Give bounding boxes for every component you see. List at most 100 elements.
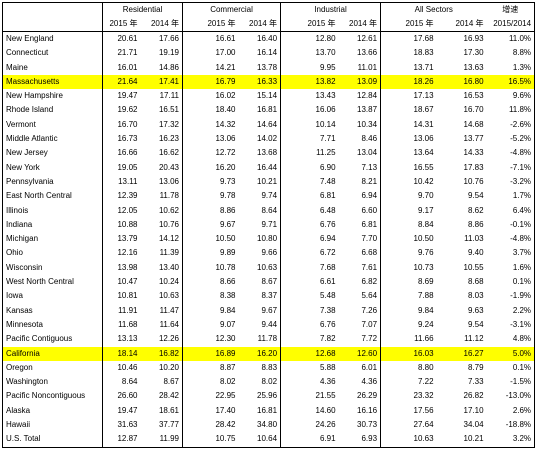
cell: 13.77 bbox=[463, 134, 484, 144]
cell: -0.1% bbox=[510, 219, 532, 229]
table-row: Pennsylvania 13.11 13.06 9.73 10.21 7.48 8.21 1… bbox=[3, 174, 535, 190]
cell: 10.24 bbox=[158, 277, 180, 287]
cell: 8.86 bbox=[182, 203, 239, 218]
cell: 16.16 bbox=[357, 405, 378, 415]
cell: 13.87 bbox=[357, 105, 378, 115]
cell: 7.68 bbox=[280, 260, 339, 276]
cell: 16.02 bbox=[182, 89, 239, 104]
row-label: Kansas bbox=[6, 305, 33, 315]
cell: 37.77 bbox=[158, 420, 180, 430]
cell: 18.67 bbox=[380, 103, 437, 118]
row-label: California bbox=[6, 348, 40, 358]
cell: 12.80 bbox=[280, 31, 339, 47]
cell: 17.11 bbox=[159, 91, 180, 101]
cell: 6.91 bbox=[280, 432, 339, 448]
cell: 8.79 bbox=[467, 362, 484, 372]
table-row: Pacific Contiguous 13.13 12.26 12.30 11.78 7.… bbox=[3, 332, 535, 347]
cell: 13.64 bbox=[380, 146, 437, 161]
group-header: 增速 bbox=[502, 5, 519, 14]
corner bbox=[2, 17, 103, 32]
cell: 13.09 bbox=[357, 76, 378, 86]
cell: 9.84 bbox=[380, 303, 437, 318]
cell: 9.67 bbox=[182, 217, 239, 233]
cell: 14.60 bbox=[280, 403, 339, 419]
cell: 10.73 bbox=[380, 260, 437, 276]
cell: 17.40 bbox=[182, 403, 239, 419]
cell: 15.14 bbox=[257, 91, 278, 101]
cell: 2.2% bbox=[512, 305, 532, 315]
cell: 9.76 bbox=[380, 246, 437, 261]
cell: -3.2% bbox=[510, 176, 532, 186]
group-header: Residential bbox=[101, 2, 183, 17]
cell: 11.01 bbox=[357, 62, 378, 72]
row-label: Washington bbox=[6, 377, 48, 387]
row-label: U.S. Total bbox=[6, 434, 41, 444]
cell: 6.81 bbox=[280, 189, 339, 204]
cell: 13.68 bbox=[257, 148, 278, 158]
cell: 6.94 bbox=[361, 191, 378, 201]
cell: 18.40 bbox=[182, 103, 239, 118]
cell: 7.22 bbox=[380, 375, 437, 390]
cell: 16.62 bbox=[158, 148, 180, 158]
year-header: 2014 年 bbox=[338, 17, 381, 32]
cell: 10.21 bbox=[463, 434, 484, 444]
cell: 19.19 bbox=[158, 48, 180, 58]
cell: 18.61 bbox=[158, 405, 180, 415]
table-row: Vermont 16.70 17.32 14.32 14.64 10.14 10.34 14.… bbox=[3, 117, 535, 133]
cell: 26.60 bbox=[102, 389, 141, 404]
row-label: New Jersey bbox=[6, 148, 48, 158]
cell: 8.64 bbox=[261, 205, 278, 215]
table-row: West North Central 10.47 10.24 8.66 8.67 6.61… bbox=[3, 275, 535, 290]
cell: 6.48 bbox=[280, 203, 339, 218]
cell: 17.41 bbox=[158, 76, 180, 86]
row-label: Maine bbox=[6, 62, 28, 72]
table-row: New Jersey 16.66 16.62 12.72 13.68 11.25 13.04… bbox=[3, 146, 535, 161]
cell: 7.70 bbox=[361, 234, 378, 244]
cell: 28.42 bbox=[158, 391, 180, 401]
cell: 6.72 bbox=[280, 246, 339, 261]
table-row: Connecticut 21.71 19.19 17.00 16.14 13.70 13.6… bbox=[3, 46, 535, 61]
row-label: Wisconsin bbox=[6, 262, 43, 272]
cell: 16.53 bbox=[463, 91, 484, 101]
cell: 21.55 bbox=[280, 389, 339, 404]
cell: 2.6% bbox=[512, 405, 532, 415]
cell: 6.90 bbox=[280, 160, 339, 175]
cell: -1.5% bbox=[510, 377, 532, 387]
cell: 17.66 bbox=[158, 34, 180, 43]
cell: 17.10 bbox=[463, 405, 484, 415]
cell: 8.38 bbox=[182, 289, 239, 304]
cell: 10.50 bbox=[182, 232, 239, 247]
cell: 13.63 bbox=[463, 62, 484, 72]
row-label: Massachusetts bbox=[6, 76, 60, 86]
cell: 16.55 bbox=[380, 160, 437, 175]
cell: 16.81 bbox=[257, 105, 278, 115]
group-header: All Sectors bbox=[380, 2, 487, 17]
cell: -3.1% bbox=[510, 319, 532, 329]
cell: 6.60 bbox=[361, 205, 378, 215]
cell: 14.68 bbox=[463, 119, 484, 129]
cell: 16.20 bbox=[182, 160, 239, 175]
cell: 9.44 bbox=[261, 319, 278, 329]
cell: 21.64 bbox=[102, 74, 141, 90]
year-header: 2014 年 bbox=[436, 17, 487, 32]
cell: 8.21 bbox=[361, 176, 378, 186]
cell: 17.30 bbox=[463, 48, 484, 58]
cell: 10.81 bbox=[102, 289, 141, 304]
cell: 34.80 bbox=[257, 420, 278, 430]
cell: 24.26 bbox=[280, 418, 339, 433]
table-row: Alaska 19.47 18.61 17.40 16.81 14.60 16.16 17.5… bbox=[3, 403, 535, 419]
cell: -5.2% bbox=[510, 134, 532, 144]
cell: 8.64 bbox=[102, 375, 141, 390]
cell: 10.21 bbox=[257, 176, 278, 186]
row-label: New England bbox=[6, 34, 54, 43]
cell: 19.47 bbox=[102, 403, 141, 419]
cell: 13.40 bbox=[158, 262, 180, 272]
cell: 1.3% bbox=[512, 62, 532, 72]
cell: 10.46 bbox=[102, 360, 141, 376]
table-row: New York 19.05 20.43 16.20 16.44 6.90 7.13 16.5… bbox=[3, 160, 535, 175]
table-row: East North Central 12.39 11.78 9.78 9.74 6.81… bbox=[3, 189, 535, 204]
cell: 11.8% bbox=[508, 105, 532, 115]
table-row: Indiana 10.88 10.76 9.67 9.71 6.76 6.81 8.84 8.8… bbox=[3, 217, 535, 233]
cell: 3.2% bbox=[512, 434, 532, 444]
cell: 25.96 bbox=[257, 391, 278, 401]
